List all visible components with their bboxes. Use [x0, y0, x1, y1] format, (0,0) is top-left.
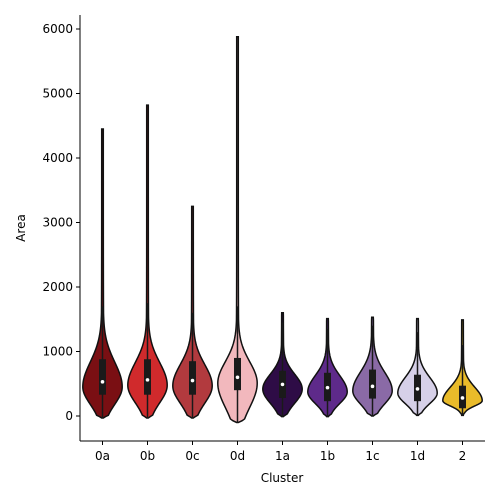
x-ticks: 0a 0b 0c 0d 1a 1b 1c 1d 2 — [95, 441, 466, 463]
violin-body — [127, 104, 168, 419]
violin-median-point — [280, 382, 285, 387]
violin-0a — [82, 128, 123, 419]
violin-median-point — [100, 380, 105, 384]
violin-iqr-box — [369, 369, 376, 399]
violin-iqr-box — [99, 359, 106, 395]
violin-1b — [307, 317, 348, 418]
x-axis-title: Cluster — [261, 471, 304, 485]
y-tick-label: 5000 — [42, 87, 73, 101]
y-tick-label: 0 — [65, 409, 73, 423]
violin-1c — [352, 316, 393, 417]
x-tick-label: 0d — [230, 449, 245, 463]
violin-median-point — [415, 387, 420, 391]
violin-median-point — [460, 396, 465, 400]
x-tick-label: 1a — [275, 449, 290, 463]
violin-body — [217, 35, 258, 424]
y-tick-label: 4000 — [42, 151, 73, 165]
x-tick-label: 2 — [459, 449, 467, 463]
violin-1a — [262, 312, 303, 418]
x-tick-label: 1d — [410, 449, 425, 463]
violin-median-point — [145, 378, 150, 382]
x-tick-label: 1b — [320, 449, 335, 463]
violin-iqr-box — [234, 357, 241, 391]
x-tick-label: 0c — [185, 449, 199, 463]
violin-0c — [172, 205, 213, 419]
y-axis-title: Area — [14, 214, 28, 242]
violin-iqr-box — [189, 361, 196, 395]
violin-iqr-box — [144, 359, 151, 395]
y-tick-label: 6000 — [42, 22, 73, 36]
x-tick-label: 1c — [365, 449, 379, 463]
violins-layer — [82, 35, 483, 424]
violin-0b — [127, 104, 168, 419]
x-tick-label: 0b — [140, 449, 155, 463]
y-tick-label: 3000 — [42, 216, 73, 230]
violin-1d — [397, 317, 438, 417]
y-tick-label: 2000 — [42, 280, 73, 294]
violin-2 — [442, 319, 483, 417]
y-ticks: 0 1000 2000 3000 4000 5000 6000 — [42, 22, 80, 423]
violin-median-point — [190, 378, 195, 383]
violin-median-point — [370, 384, 375, 389]
violin-median-point — [325, 385, 330, 390]
violin-median-point — [235, 375, 240, 380]
violin-body — [172, 205, 213, 419]
x-tick-label: 0a — [95, 449, 110, 463]
violin-body — [82, 128, 123, 419]
violin-0d — [217, 35, 258, 424]
y-tick-label: 1000 — [42, 345, 73, 359]
